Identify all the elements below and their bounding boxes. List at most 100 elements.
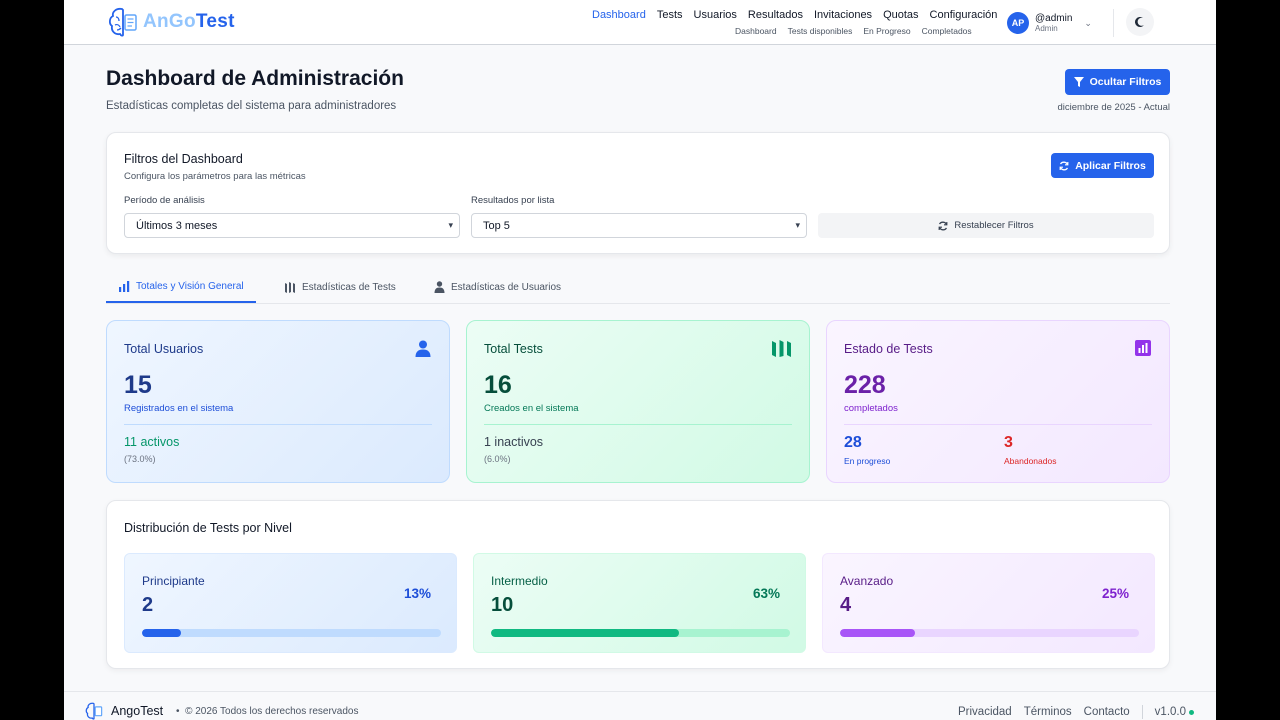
- level-percent: 13%: [403, 586, 431, 601]
- test-status-card: Estado de Tests 228 completados 28 En pr…: [826, 320, 1170, 483]
- card-value: 228: [844, 371, 886, 399]
- card-title: Total Usuarios: [124, 342, 204, 356]
- hide-filters-button[interactable]: Ocultar Filtros: [1065, 69, 1170, 95]
- inactive-tests: 1 inactivos: [484, 435, 544, 449]
- progress-track: [840, 629, 1139, 637]
- level-avanzado: Avanzado 4 25%: [822, 553, 1155, 653]
- nav-usuarios[interactable]: Usuarios: [693, 9, 737, 21]
- sub-nav: Dashboard Tests disponibles En Progreso …: [592, 26, 997, 36]
- card-value: 15: [124, 371, 152, 399]
- level-principiante: Principiante 2 13%: [124, 553, 457, 653]
- top-navbar: AnGoTest Dashboard Tests Usuarios Result…: [64, 0, 1216, 45]
- level-count: 4: [840, 594, 852, 616]
- distribution-title: Distribución de Tests por Nivel: [124, 521, 292, 535]
- main-nav: Dashboard Tests Usuarios Resultados Invi…: [592, 9, 997, 36]
- card-title: Total Tests: [484, 342, 543, 356]
- nav-configuracion[interactable]: Configuración: [929, 9, 998, 21]
- period-label: Período de análisis: [124, 195, 205, 206]
- dashboard-tabs: Totales y Visión General Estadísticas de…: [106, 271, 1170, 304]
- brain-logo-icon: [85, 702, 103, 720]
- copyright: • © 2026 Todos los derechos reservados: [176, 706, 359, 717]
- user-icon: [434, 281, 445, 293]
- user-icon: [415, 340, 431, 362]
- period-indicator: diciembre de 2025 - Actual: [1057, 102, 1170, 113]
- logo-text: AnGoTest: [143, 11, 235, 32]
- subnav-tests-disponibles[interactable]: Tests disponibles: [787, 26, 853, 36]
- progress-track: [142, 629, 441, 637]
- subnav-en-progreso[interactable]: En Progreso: [863, 26, 911, 36]
- logo[interactable]: AnGoTest: [107, 5, 235, 39]
- subnav-dashboard[interactable]: Dashboard: [735, 26, 777, 36]
- chart-icon: [1135, 340, 1151, 361]
- level-name: Avanzado: [840, 574, 894, 588]
- theme-toggle-button[interactable]: [1126, 8, 1154, 36]
- total-users-card: Total Usuarios 15 Registrados en el sist…: [106, 320, 450, 483]
- footer-logo[interactable]: AngoTest: [84, 701, 163, 720]
- level-name: Intermedio: [491, 574, 548, 588]
- tab-estadisticas-usuarios[interactable]: Estadísticas de Usuarios: [422, 271, 573, 303]
- bar-chart-icon: [119, 280, 130, 292]
- apply-filters-button[interactable]: Aplicar Filtros: [1051, 153, 1154, 178]
- results-label: Resultados por lista: [471, 195, 555, 206]
- inactive-tests-pct: (6.0%): [484, 454, 511, 464]
- brain-logo-icon: [108, 7, 137, 37]
- nav-invitaciones[interactable]: Invitaciones: [813, 9, 873, 21]
- total-tests-card: Total Tests 16 Creados en el sistema 1 i…: [466, 320, 810, 483]
- filter-icon: [1073, 77, 1084, 87]
- active-users-pct: (73.0%): [124, 454, 156, 464]
- user-role: Admin: [1035, 24, 1058, 33]
- app-viewport: AnGoTest Dashboard Tests Usuarios Result…: [64, 0, 1216, 720]
- nav-resultados[interactable]: Resultados: [747, 9, 803, 21]
- divider: [1113, 9, 1114, 37]
- level-percent: 63%: [752, 586, 780, 601]
- refresh-icon: [938, 221, 948, 230]
- page-title: Dashboard de Administración: [106, 67, 404, 90]
- card-value: 16: [484, 371, 512, 399]
- card-title: Estado de Tests: [844, 342, 933, 356]
- version-badge: v1.0.0: [1155, 706, 1194, 718]
- card-caption: completados: [844, 403, 898, 414]
- card-caption: Creados en el sistema: [484, 403, 579, 414]
- level-count: 10: [491, 594, 514, 616]
- abandoned-label: Abandonados: [1004, 456, 1057, 466]
- period-select[interactable]: Últimos 3 meses ▾: [124, 213, 460, 238]
- page-subtitle: Estadísticas completas del sistema para …: [106, 100, 397, 112]
- chevron-down-icon: ⌄: [1084, 17, 1092, 28]
- user-name: @admin: [1035, 13, 1073, 24]
- avatar: AP: [1007, 12, 1029, 34]
- level-count: 2: [142, 594, 154, 616]
- progress-track: [491, 629, 790, 637]
- nav-tests[interactable]: Tests: [656, 9, 683, 21]
- level-distribution-panel: Distribución de Tests por Nivel Principi…: [106, 500, 1170, 669]
- tab-estadisticas-tests[interactable]: Estadísticas de Tests: [272, 271, 408, 303]
- footer-brand: AngoTest: [111, 704, 164, 718]
- progress-fill: [491, 629, 680, 637]
- filters-title: Filtros del Dashboard: [124, 152, 243, 166]
- footer-links: Privacidad Términos Contacto v1.0.0: [958, 705, 1194, 719]
- filters-subtitle: Configura los parámetros para las métric…: [124, 171, 306, 182]
- footer-link-contacto[interactable]: Contacto: [1083, 706, 1130, 718]
- active-users: 11 activos: [124, 435, 180, 449]
- chevron-down-icon: ▾: [448, 220, 453, 230]
- level-intermedio: Intermedio 10 63%: [473, 553, 806, 653]
- level-name: Principiante: [142, 574, 205, 588]
- user-menu[interactable]: AP @admin Admin ⌄: [1007, 12, 1092, 34]
- refresh-icon: [1059, 161, 1069, 170]
- in-progress-label: En progreso: [844, 456, 891, 466]
- divider: [124, 424, 432, 425]
- reset-filters-button[interactable]: Restablecer Filtros: [818, 213, 1154, 238]
- subnav-completados[interactable]: Completados: [921, 26, 972, 36]
- footer-link-privacidad[interactable]: Privacidad: [958, 706, 1012, 718]
- level-percent: 25%: [1101, 586, 1129, 601]
- results-select[interactable]: Top 5 ▾: [471, 213, 807, 238]
- tests-icon: [772, 340, 791, 362]
- tests-icon: [285, 281, 295, 293]
- filters-panel: Filtros del Dashboard Configura los pará…: [106, 132, 1170, 254]
- abandoned-value: 3: [1004, 434, 1013, 451]
- nav-quotas[interactable]: Quotas: [883, 9, 919, 21]
- footer-link-terminos[interactable]: Términos: [1023, 706, 1072, 718]
- card-caption: Registrados en el sistema: [124, 403, 234, 414]
- progress-fill: [142, 629, 181, 637]
- nav-dashboard[interactable]: Dashboard: [592, 9, 646, 21]
- tab-totales[interactable]: Totales y Visión General: [106, 271, 256, 303]
